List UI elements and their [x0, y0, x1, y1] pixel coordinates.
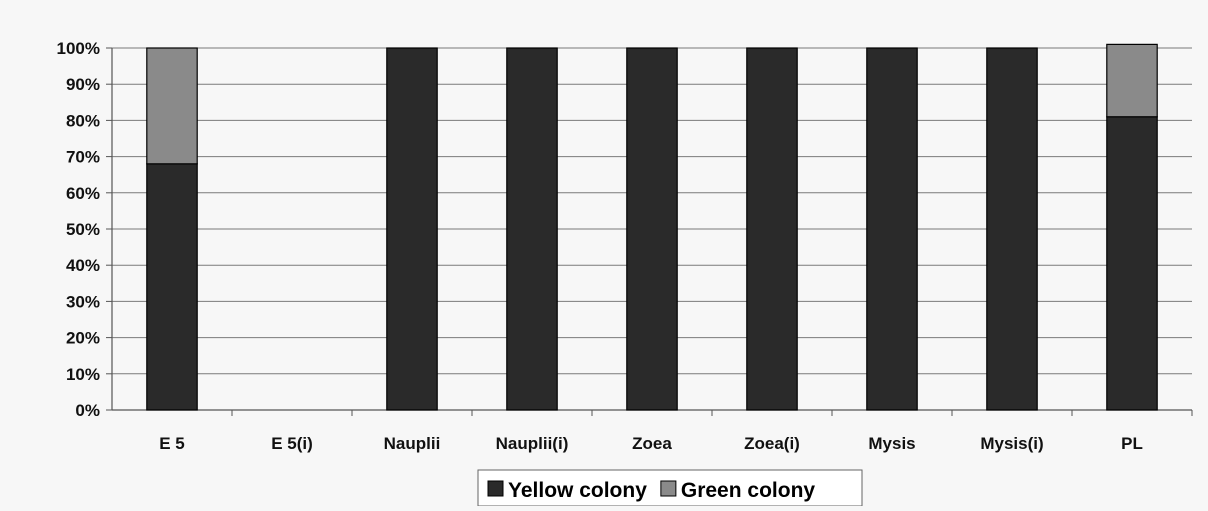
y-tick-label: 100% — [57, 39, 100, 58]
y-tick-label: 70% — [66, 148, 100, 167]
legend-label: Green colony — [681, 479, 816, 502]
x-tick-label: Mysis — [868, 434, 915, 453]
legend-swatch — [487, 480, 504, 497]
x-tick-label: E 5(i) — [271, 434, 313, 453]
x-tick-label: Zoea — [632, 434, 672, 453]
bar-segment — [1106, 43, 1158, 118]
bar-segment — [986, 47, 1038, 411]
x-tick-label: Zoea(i) — [744, 434, 800, 453]
x-tick-label: E 5 — [159, 434, 185, 453]
x-tick-label: Nauplii — [384, 434, 441, 453]
bar-segment — [746, 47, 798, 411]
y-tick-label: 50% — [66, 220, 100, 239]
x-tick-label: PL — [1121, 434, 1143, 453]
bar-segment — [866, 47, 918, 411]
legend-swatch — [660, 480, 677, 497]
bar-segment — [1106, 116, 1158, 411]
y-tick-label: 30% — [66, 292, 100, 311]
y-tick-label: 90% — [66, 75, 100, 94]
x-tick-label: Mysis(i) — [980, 434, 1043, 453]
legend-label: Yellow colony — [508, 479, 647, 502]
y-tick-label: 20% — [66, 329, 100, 348]
x-tick-label: Nauplii(i) — [496, 434, 569, 453]
bar-segment — [386, 47, 438, 411]
bar-segment — [146, 163, 198, 411]
bar-segment — [146, 47, 198, 165]
bar-segment — [626, 47, 678, 411]
legend: Yellow colony Green colony — [477, 469, 863, 507]
y-tick-label: 80% — [66, 111, 100, 130]
bars — [146, 43, 1158, 411]
y-tick-label: 10% — [66, 365, 100, 384]
y-tick-label: 0% — [75, 401, 100, 420]
bar-segment — [506, 47, 558, 411]
y-tick-label: 40% — [66, 256, 100, 275]
y-tick-labels: 0% 10% 20% 30% 40% 50% 60% 70% 80% 90% 100% — [57, 39, 100, 420]
x-tick-labels: E 5 E 5(i) Nauplii Nauplii(i) Zoea Zoea(i) Mys… — [159, 434, 1143, 453]
y-tick-label: 60% — [66, 184, 100, 203]
